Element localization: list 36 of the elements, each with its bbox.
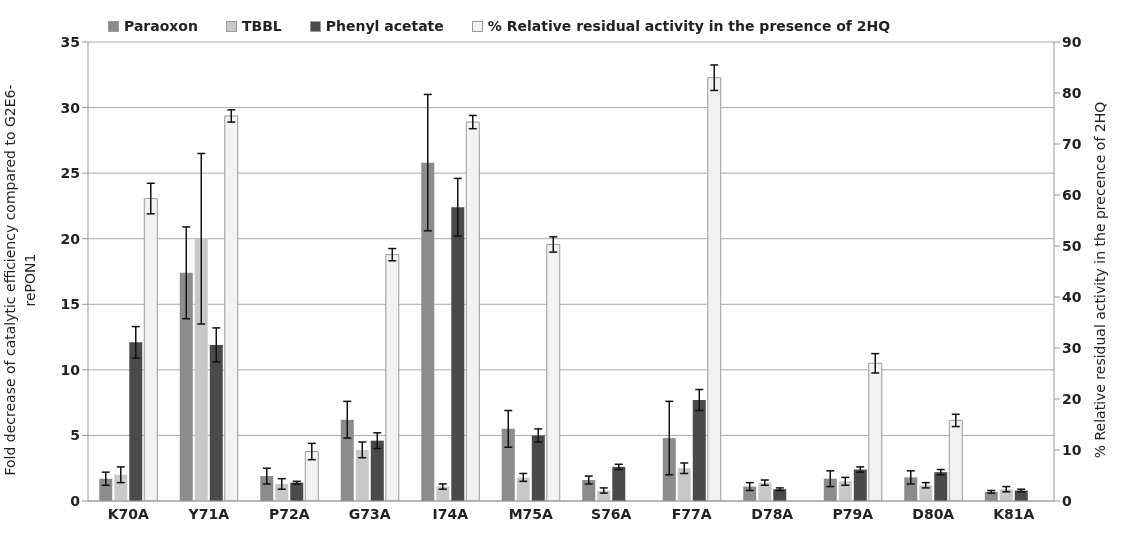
y2-tick-label: 40	[1062, 288, 1082, 305]
y-tick-label: 10	[60, 361, 81, 378]
legend-label: TBBL	[241, 18, 282, 34]
y2-axis-title: % Relative residual activity in the precence of 2HQ	[1091, 100, 1109, 461]
legend-label: % Relative residual activity in the presence of 2HQ	[487, 18, 891, 34]
y2-tick-label: 90	[1062, 33, 1082, 50]
legend-label: Phenyl acetate	[325, 18, 444, 34]
y2-tick-label: 30	[1062, 339, 1082, 356]
x-tick-label: K70A	[107, 505, 149, 522]
y-tick-label: 0	[70, 492, 81, 509]
x-tick-label: S76A	[591, 505, 632, 522]
x-tick-label: Y71A	[187, 505, 230, 522]
y2-tick-label: 20	[1062, 390, 1082, 407]
y-tick-label: 35	[60, 33, 80, 50]
y-tick-label: 15	[60, 296, 80, 313]
x-tick-label: I74A	[432, 505, 469, 522]
x-tick-label: D78A	[751, 505, 794, 522]
x-tick-label: G73A	[348, 505, 391, 522]
y-tick-label: 20	[60, 230, 81, 247]
y-tick-label: 30	[60, 99, 81, 116]
y2-tick-label: 70	[1062, 135, 1082, 152]
y2-tick-label: 60	[1062, 186, 1082, 203]
y-tick-label: 5	[70, 427, 80, 444]
y2-tick-label: 0	[1062, 492, 1072, 509]
x-tick-label: P79A	[832, 505, 874, 522]
y-tick-label: 25	[60, 165, 80, 182]
y2-tick-label: 80	[1062, 84, 1082, 101]
y2-tick-label: 10	[1062, 441, 1082, 458]
x-tick-label: K81A	[993, 505, 1035, 522]
y2-tick-label: 50	[1062, 237, 1082, 254]
legend-label: Paraoxon	[124, 18, 198, 34]
x-tick-label: M75A	[508, 505, 554, 522]
x-tick-label: P72A	[268, 505, 310, 522]
x-tick-label: F77A	[671, 505, 712, 522]
x-tick-label: D80A	[912, 505, 955, 522]
y-axis-title: Fold decrease of catalytic efficiency compared to G2E6-rePON1	[1, 83, 39, 478]
